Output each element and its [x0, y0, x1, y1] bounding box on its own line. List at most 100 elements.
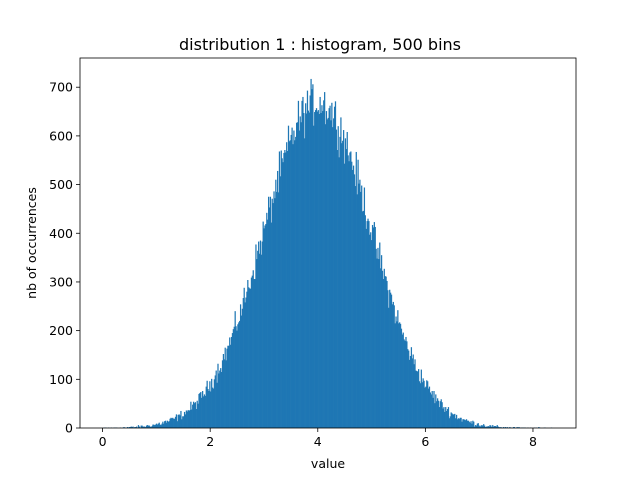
histogram-bar: [138, 426, 140, 428]
y-axis: 0 100 200 300 400 500 600 700: [49, 80, 80, 436]
histogram-bar: [149, 426, 151, 428]
histogram-bar: [435, 394, 437, 428]
histogram-bar: [194, 402, 197, 428]
histogram-bar: [374, 226, 376, 428]
histogram-bar: [284, 150, 286, 428]
histogram-bar: [466, 420, 469, 428]
histogram-bar: [210, 391, 212, 428]
histogram-bar: [376, 258, 378, 428]
histogram-bar: [225, 360, 227, 428]
histogram-bar: [518, 427, 520, 428]
histogram-bar: [483, 425, 486, 428]
histogram-bar: [304, 138, 306, 428]
histogram-bar: [495, 426, 497, 428]
histogram-bar: [428, 386, 431, 428]
histogram-bar: [192, 401, 195, 428]
histogram-bar: [204, 395, 206, 428]
histogram-bar: [244, 302, 246, 428]
histogram-bar: [457, 418, 460, 428]
histogram-bar: [437, 400, 440, 428]
histogram-bar: [141, 425, 143, 428]
histogram-bar: [247, 280, 249, 428]
histogram-bar: [166, 420, 169, 428]
histogram-bar: [401, 334, 403, 428]
histogram-bar: [490, 425, 492, 428]
histogram-bar: [375, 248, 377, 428]
histogram-bar: [267, 219, 269, 428]
histogram-bar: [353, 174, 356, 428]
histogram-bar: [427, 388, 430, 428]
histogram-bar: [145, 425, 148, 428]
histogram-bar: [346, 132, 348, 428]
histogram-bar: [383, 268, 385, 428]
histogram-bar: [160, 425, 162, 428]
histogram-bar: [485, 426, 488, 428]
histogram-bar: [410, 347, 413, 428]
histogram-bar: [201, 397, 203, 428]
x-tick-label: 4: [314, 434, 322, 449]
histogram-bar: [297, 100, 300, 428]
histogram-bar: [420, 369, 422, 428]
histogram-bar: [223, 359, 225, 428]
histogram-bar: [369, 234, 371, 428]
histogram-bar: [446, 409, 449, 428]
histogram-bar: [215, 370, 217, 428]
histogram-bar: [170, 417, 172, 428]
histogram-bar: [288, 141, 291, 428]
histogram-bar: [237, 324, 239, 428]
plot-frame: [79, 57, 577, 429]
histogram-bar: [274, 198, 276, 428]
histogram-bar: [312, 84, 314, 428]
histogram-bar: [468, 421, 470, 428]
histogram-bar: [392, 301, 394, 428]
histogram-bar: [345, 149, 347, 429]
histogram-bar: [209, 381, 211, 428]
histogram-bar: [267, 196, 270, 428]
histogram-bar: [217, 363, 219, 428]
histogram-bar: [136, 426, 138, 428]
histogram-bar: [350, 151, 352, 428]
histogram-bar: [296, 122, 298, 428]
histogram-bar: [417, 371, 419, 428]
histogram-bar: [348, 161, 350, 428]
histogram-bar: [240, 315, 243, 428]
histogram-bar: [493, 426, 496, 428]
histogram-bar: [469, 422, 471, 428]
histogram-bar: [309, 95, 311, 429]
histogram-bar: [387, 290, 389, 428]
histogram-bar: [394, 323, 396, 428]
histogram-bar: [147, 425, 150, 428]
histogram-bar: [402, 332, 404, 428]
histogram-bar: [448, 418, 450, 428]
histogram-bar: [498, 427, 500, 428]
histogram-bar: [185, 410, 187, 428]
histogram-bar: [341, 143, 343, 428]
histogram-bar: [148, 425, 150, 428]
histogram-bar: [226, 348, 228, 428]
histogram-bar: [380, 268, 382, 428]
histogram-bar: [447, 407, 450, 428]
histogram-bar: [354, 186, 356, 428]
histogram-bar: [419, 383, 422, 428]
histogram-bar: [228, 345, 230, 428]
histogram-bar: [300, 122, 302, 428]
histogram-bar: [416, 371, 418, 428]
histogram-bar: [477, 423, 479, 428]
x-axis-label: value: [311, 456, 345, 471]
histogram-bar: [164, 421, 166, 428]
histogram-bar: [259, 240, 262, 428]
histogram-bar: [171, 418, 173, 428]
histogram-bar: [390, 294, 393, 428]
histogram-bar: [234, 311, 236, 428]
histogram-bar: [265, 224, 267, 428]
histogram-bar: [260, 254, 262, 428]
histogram-bar: [233, 326, 235, 428]
histogram-bar: [487, 426, 489, 428]
x-tick-label: 8: [529, 434, 537, 449]
histogram-bar: [307, 110, 309, 428]
histogram-bar: [502, 427, 505, 428]
histogram-bar: [230, 336, 233, 428]
y-tick-label: 0: [65, 421, 73, 436]
histogram-bar: [396, 321, 398, 428]
